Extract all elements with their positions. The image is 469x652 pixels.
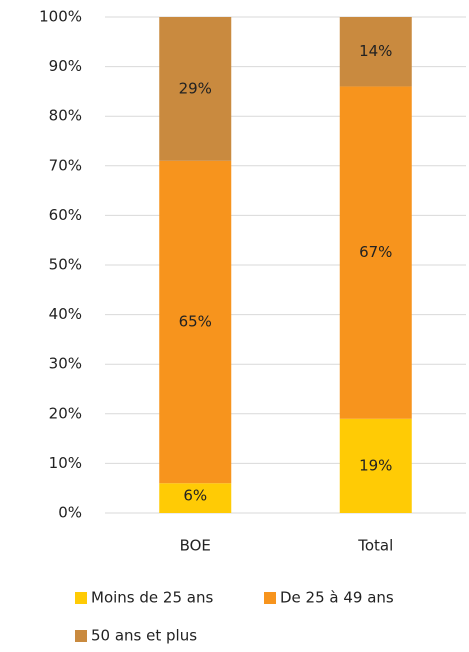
x-tick-label: BOE: [180, 537, 211, 555]
y-tick-label: 100%: [39, 8, 82, 26]
y-tick-label: 0%: [58, 504, 82, 522]
y-tick-label: 50%: [49, 256, 82, 274]
legend-label: De 25 à 49 ans: [280, 589, 394, 607]
y-tick-label: 90%: [49, 57, 82, 75]
y-tick-label: 80%: [49, 107, 82, 125]
legend-label: 50 ans et plus: [91, 627, 197, 645]
y-tick-label: 10%: [49, 454, 82, 472]
legend-swatch: [75, 630, 87, 642]
y-tick-label: 70%: [49, 156, 82, 174]
y-tick-label: 60%: [49, 206, 82, 224]
data-label: 67%: [359, 243, 392, 261]
data-label: 29%: [179, 79, 212, 97]
legend-swatch: [264, 592, 276, 604]
legend-label: Moins de 25 ans: [91, 589, 213, 607]
x-tick-label: Total: [357, 537, 393, 555]
bar-segment: [339, 418, 412, 513]
legend-swatch: [75, 592, 87, 604]
bar-segment: [339, 17, 412, 87]
y-tick-label: 20%: [49, 404, 82, 422]
data-label: 65%: [179, 313, 212, 331]
bar-segment: [159, 483, 232, 513]
bar-segment: [159, 160, 232, 484]
y-tick-label: 40%: [49, 305, 82, 323]
y-tick-label: 30%: [49, 355, 82, 373]
bar-segment: [159, 17, 232, 161]
data-label: 14%: [359, 42, 392, 60]
data-label: 19%: [359, 456, 392, 474]
data-label: 6%: [183, 487, 207, 505]
bar-segment: [339, 86, 412, 419]
